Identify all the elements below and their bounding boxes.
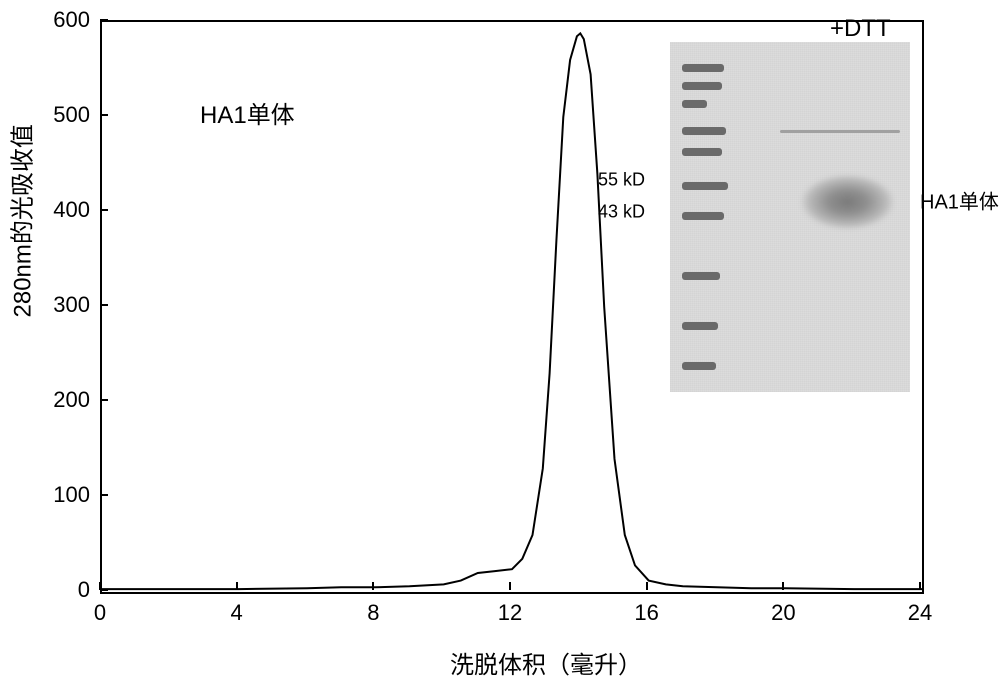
x-tick-mark xyxy=(99,582,101,590)
x-tick-label: 20 xyxy=(771,600,795,626)
x-tick-mark xyxy=(509,582,511,590)
gel-image xyxy=(670,42,910,392)
gel-sample-label: HA1单体 xyxy=(920,186,999,215)
faint-band xyxy=(780,130,900,133)
y-tick-label: 200 xyxy=(53,387,90,413)
x-tick-mark xyxy=(372,582,374,590)
x-tick-label: 8 xyxy=(367,600,379,626)
y-tick-mark xyxy=(100,589,108,591)
y-tick-mark xyxy=(100,209,108,211)
chart-title: HA1单体 xyxy=(200,95,295,130)
ladder-band xyxy=(682,82,722,90)
x-tick-label: 4 xyxy=(231,600,243,626)
x-tick-mark xyxy=(236,582,238,590)
ladder-band xyxy=(682,212,724,220)
x-tick-label: 12 xyxy=(498,600,522,626)
x-tick-mark xyxy=(646,582,648,590)
x-tick-mark xyxy=(919,582,921,590)
x-tick-label: 0 xyxy=(94,600,106,626)
y-tick-mark xyxy=(100,304,108,306)
y-tick-label: 600 xyxy=(53,7,90,33)
sample-band xyxy=(800,167,895,237)
ladder-band xyxy=(682,148,722,156)
ladder-band xyxy=(682,127,726,135)
y-tick-label: 500 xyxy=(53,102,90,128)
ladder-band xyxy=(682,272,720,280)
x-axis-label: 洗脱体积（毫升） xyxy=(450,645,642,680)
y-axis-label: 280nm的光吸收值 xyxy=(3,124,38,317)
y-tick-mark xyxy=(100,114,108,116)
y-tick-mark xyxy=(100,494,108,496)
gel-marker-label: 43 kD xyxy=(598,202,645,223)
ladder-band xyxy=(682,322,718,330)
ladder-band xyxy=(682,182,728,190)
x-tick-mark xyxy=(782,582,784,590)
y-tick-label: 0 xyxy=(78,577,90,603)
y-tick-label: 300 xyxy=(53,292,90,318)
gel-title: +DTT xyxy=(830,15,891,43)
y-tick-label: 100 xyxy=(53,482,90,508)
gel-marker-label: 55 kD xyxy=(598,170,645,191)
x-tick-label: 24 xyxy=(908,600,932,626)
ladder-band xyxy=(682,362,716,370)
ladder-band xyxy=(682,64,724,72)
y-tick-mark xyxy=(100,399,108,401)
x-tick-label: 16 xyxy=(634,600,658,626)
figure-container: 0 100 200 300 400 500 600 0 4 8 12 16 20 24 280nm的光吸… xyxy=(0,0,1000,683)
ladder-band xyxy=(682,100,707,108)
y-tick-label: 400 xyxy=(53,197,90,223)
y-tick-mark xyxy=(100,19,108,21)
